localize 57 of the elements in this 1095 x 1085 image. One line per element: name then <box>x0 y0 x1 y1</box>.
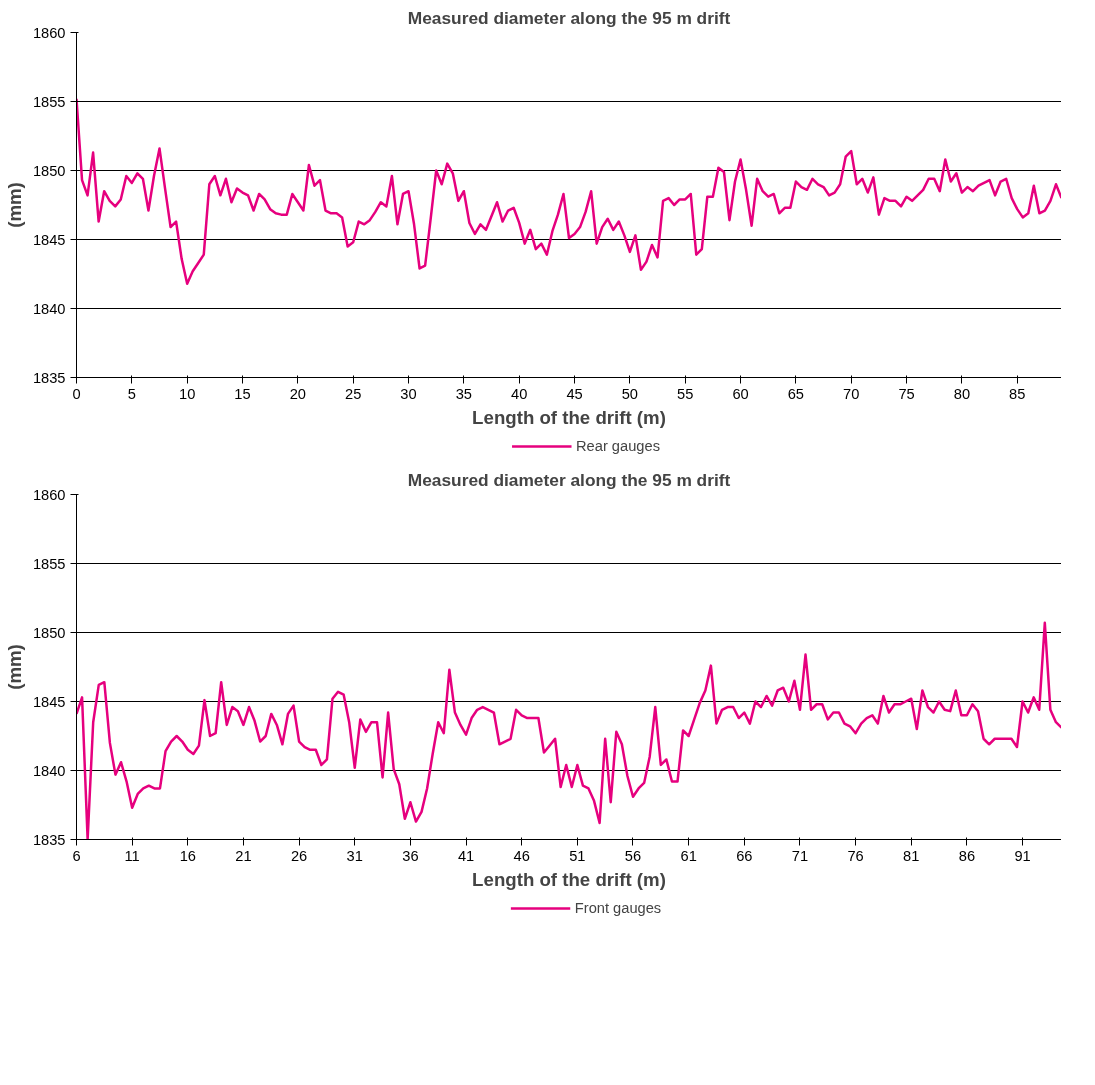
y-axis-title: (mm) <box>3 644 25 690</box>
x-tick-label: 76 <box>847 847 864 864</box>
y-tick-label: 1860 <box>32 24 66 41</box>
x-tick-label: 30 <box>400 385 417 402</box>
y-tick-label: 1850 <box>32 162 66 179</box>
x-tick-label: 65 <box>787 385 805 402</box>
x-tick-label: 91 <box>1014 847 1031 864</box>
x-tick-label: 55 <box>677 385 694 402</box>
x-tick-label: 40 <box>511 385 528 402</box>
x-tick-label: 11 <box>124 847 140 864</box>
x-tick-label: 36 <box>402 847 419 864</box>
x-tick-label: 10 <box>179 385 196 402</box>
y-axis-title: (mm) <box>3 182 25 228</box>
x-tick-label: 66 <box>736 847 753 864</box>
x-tick-label: 61 <box>680 847 697 864</box>
x-tick-label: 16 <box>179 847 196 864</box>
chart-title: Measured diameter along the 95 m drift <box>407 469 731 490</box>
x-tick-label: 21 <box>235 847 252 864</box>
y-tick-label: 1855 <box>32 93 66 110</box>
x-tick-label: 70 <box>843 385 860 402</box>
x-tick-label: 81 <box>903 847 920 864</box>
x-tick-label: 31 <box>346 847 363 864</box>
y-tick-label: 1850 <box>32 624 66 641</box>
x-tick-label: 20 <box>289 385 307 402</box>
x-tick-label: 60 <box>732 385 749 402</box>
legend-label: Rear gauges <box>576 438 660 454</box>
x-tick-label: 25 <box>345 385 362 402</box>
x-tick-label: 80 <box>953 385 971 402</box>
x-tick-label: 45 <box>566 385 583 402</box>
x-tick-label: 6 <box>72 847 81 864</box>
x-tick-label: 15 <box>234 385 251 402</box>
x-axis-title: Length of the drift (m) <box>472 406 666 428</box>
x-tick-label: 41 <box>457 847 475 864</box>
x-tick-label: 26 <box>290 847 308 864</box>
y-tick-label: 1840 <box>32 300 66 317</box>
x-tick-label: 46 <box>513 847 530 864</box>
x-tick-label: 85 <box>1009 385 1026 402</box>
y-tick-label: 1855 <box>32 555 66 572</box>
line-series <box>76 97 1061 285</box>
y-tick-label: 1835 <box>32 369 66 386</box>
y-tick-label: 1845 <box>32 231 66 248</box>
x-tick-label: 71 <box>791 847 809 864</box>
x-tick-label: 35 <box>455 385 473 402</box>
y-tick-label: 1835 <box>32 831 66 848</box>
x-tick-label: 0 <box>72 385 81 402</box>
legend-label: Front gauges <box>574 900 662 916</box>
y-tick-label: 1845 <box>32 693 66 710</box>
x-tick-label: 51 <box>569 847 586 864</box>
y-tick-label: 1860 <box>32 486 66 503</box>
chart-title: Measured diameter along the 95 m drift <box>407 7 731 28</box>
x-tick-label: 50 <box>621 385 639 402</box>
x-tick-label: 75 <box>898 385 915 402</box>
x-tick-label: 5 <box>127 385 136 402</box>
y-tick-label: 1840 <box>32 762 66 779</box>
x-tick-label: 56 <box>624 847 642 864</box>
x-tick-label: 86 <box>958 847 976 864</box>
x-axis-title: Length of the drift (m) <box>472 868 666 890</box>
